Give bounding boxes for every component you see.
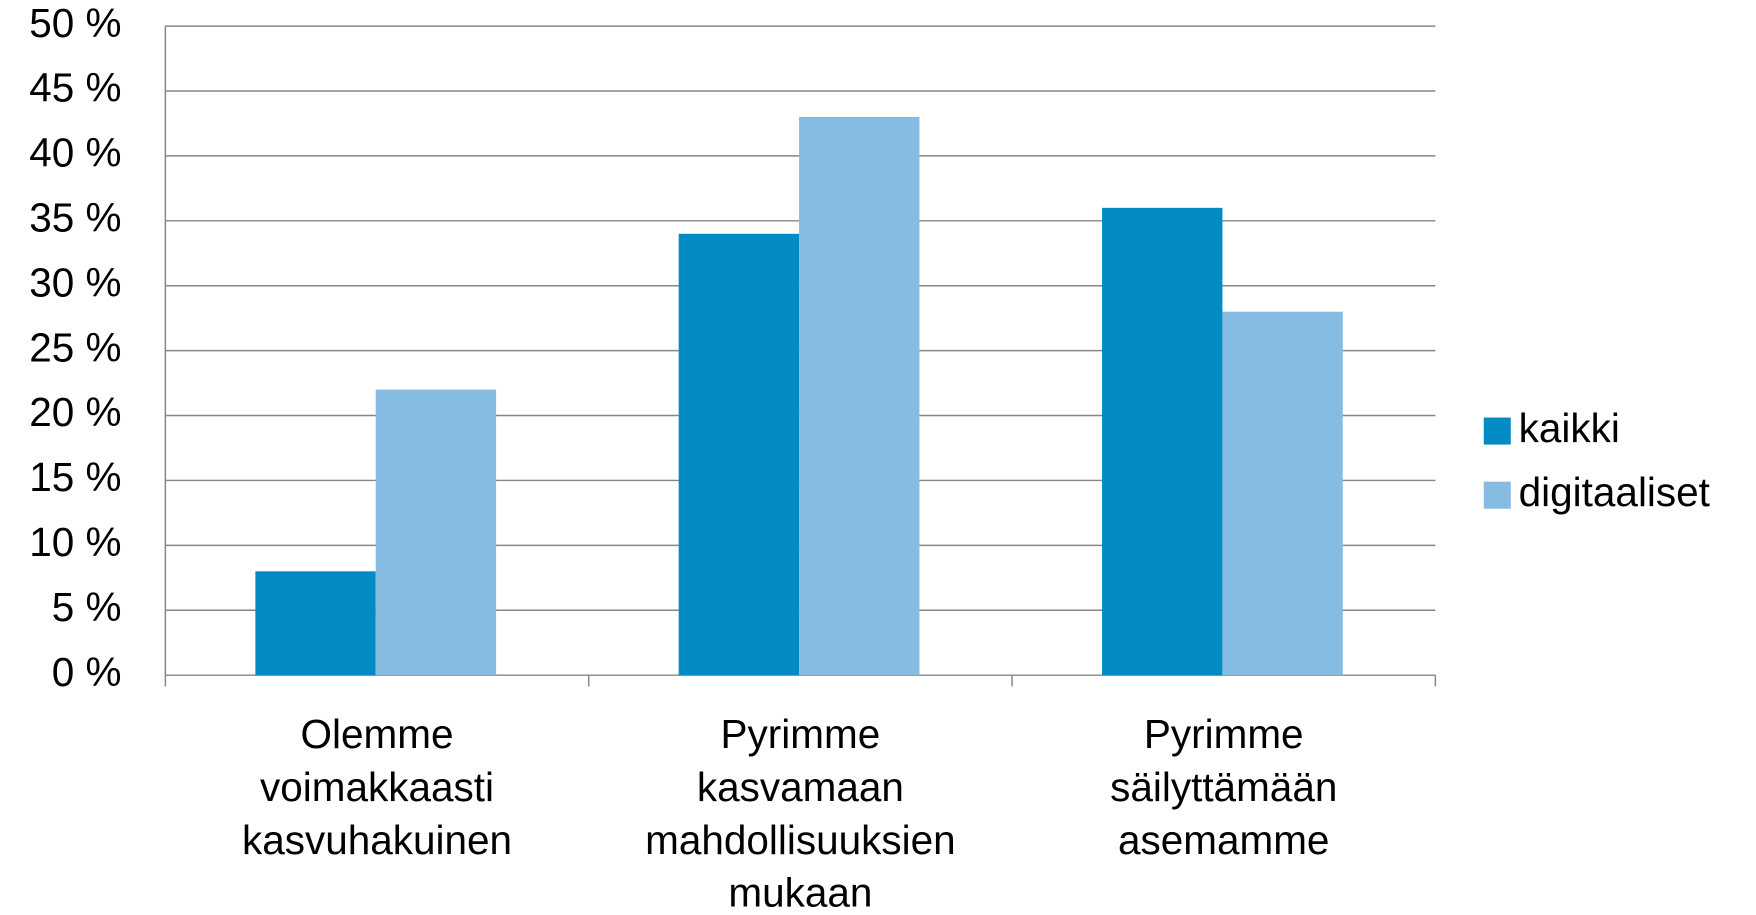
bar	[1222, 311, 1343, 676]
x-tick-label-line: mahdollisuuksien	[645, 816, 956, 862]
legend-label: kaikki	[1519, 405, 1620, 451]
y-tick-label: 35 %	[29, 195, 121, 241]
x-tick-label-line: mukaan	[728, 869, 872, 915]
legend-swatch	[1483, 481, 1511, 509]
y-tick-label: 45 %	[29, 65, 121, 111]
bar	[375, 389, 497, 676]
x-tick-label-line: Olemme	[301, 711, 454, 757]
bar	[255, 571, 376, 676]
bar	[678, 233, 800, 676]
x-tick-label-line: säilyttämään	[1110, 764, 1337, 810]
x-tick-label-line: Pyrimme	[1144, 711, 1304, 757]
y-tick-label: 50 %	[29, 0, 121, 46]
x-tick-label-line: voimakkaasti	[260, 764, 494, 810]
x-tick-label-line: asemamme	[1118, 816, 1329, 862]
y-tick-label: 0 %	[52, 649, 122, 695]
x-tick-label-line: kasvuhakuinen	[242, 816, 512, 862]
y-tick-label: 5 %	[52, 584, 122, 630]
x-tick-label-line: kasvamaan	[697, 764, 904, 810]
x-tick-label: Pyrimme säilyttämään asemamme	[1110, 711, 1337, 863]
x-tick-label: Pyrimme kasvamaan mahdollisuuksien mukaan	[645, 711, 956, 915]
legend-label: digitaaliset	[1519, 469, 1710, 515]
x-tick-label-line: Pyrimme	[721, 711, 881, 757]
bar	[1102, 207, 1223, 676]
legend-swatch	[1483, 417, 1511, 445]
y-tick-label: 10 %	[29, 519, 121, 565]
bar	[799, 116, 920, 676]
x-tick-label: Olemme voimakkaasti kasvuhakuinen	[242, 711, 512, 863]
y-tick-label: 15 %	[29, 454, 121, 500]
y-tick-label: 40 %	[29, 130, 121, 176]
y-tick-label: 30 %	[29, 259, 121, 305]
y-tick-label: 25 %	[29, 324, 121, 370]
y-tick-label: 20 %	[29, 389, 121, 435]
